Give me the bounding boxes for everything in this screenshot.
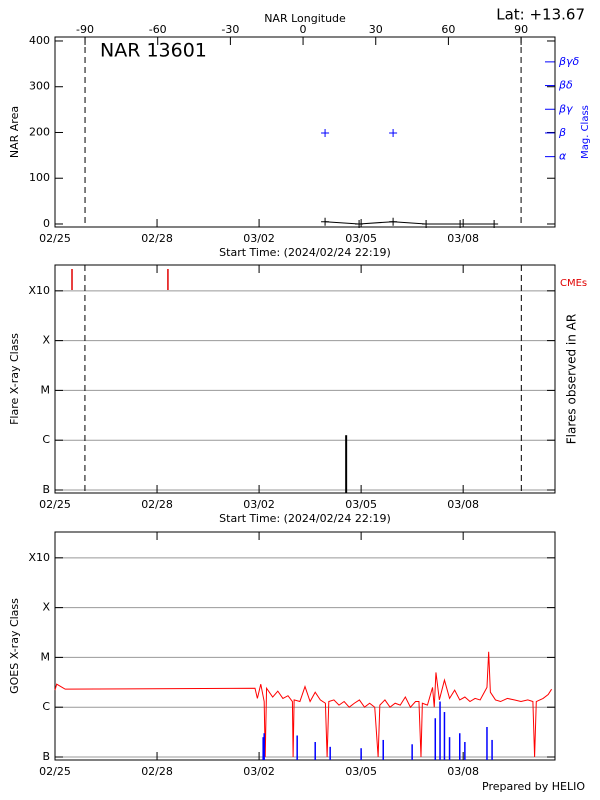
x2-tick-label: 30 [369,23,383,36]
y-tick-label: M [41,650,51,663]
point-marker [389,217,398,226]
x-tick-label: 03/02 [243,765,275,778]
x-tick-label: 03/02 [243,498,275,511]
y2-tick-label: β [558,126,566,139]
x-tick-label: 02/25 [39,498,71,511]
y2-tick-label: βγδ [558,55,580,68]
y-axis-label: GOES X-ray Class [8,598,21,694]
y-tick-label: C [42,433,50,446]
x-tick-label: 03/08 [447,498,479,511]
y-tick-label: 100 [29,171,50,184]
point-marker [321,128,330,137]
x-axis-label: Start Time: (2024/02/24 22:19) [219,512,391,525]
series-line [325,221,495,225]
y-tick-label: C [42,700,50,713]
x-tick-label: 03/08 [447,765,479,778]
y-tick-label: X [42,601,50,614]
x-tick-label: 03/05 [345,498,377,511]
x-axis-label: Start Time: (2024/02/24 22:19) [219,246,391,259]
y-tick-label: X [42,334,50,347]
latitude-label: Lat: +13.67 [496,6,585,24]
y-tick-label: X10 [28,551,50,564]
point-marker [355,219,364,228]
legend-entry: CMEs [560,278,587,289]
x-tick-label: 03/08 [447,232,479,245]
point-marker [456,219,465,228]
x-tick-label: 03/02 [243,232,275,245]
x-tick-label: 02/28 [141,232,173,245]
x-tick-label: 03/05 [345,765,377,778]
point-marker [422,219,431,228]
y-axis-label: Flare X-ray Class [8,333,21,425]
x2-tick-label: 90 [514,23,528,36]
point-marker [389,128,398,137]
x2-axis-label: NAR Longitude [264,12,346,25]
x-tick-label: 02/28 [141,765,173,778]
plot-frame [54,264,556,494]
y2-axis-label: Mag. Class [580,105,591,159]
y-tick-label: 400 [29,34,50,47]
y-tick-label: B [42,750,50,763]
y2-axis-label: Flares observed in AR [565,314,579,444]
x-tick-label: 03/05 [345,232,377,245]
plot-frame [54,36,556,228]
x2-tick-label: -60 [149,23,167,36]
footer: Prepared by HELIO [482,780,585,793]
region-label: NAR 13601 [100,40,207,62]
y2-tick-label: α [559,150,567,163]
y2-tick-label: βδ [558,79,573,92]
x2-tick-label: 60 [441,23,455,36]
y2-tick-label: βγ [558,102,573,115]
y-tick-label: 200 [29,125,50,138]
plot-frame [54,531,556,761]
y-tick-label: X10 [28,284,50,297]
y-tick-label: 300 [29,80,50,93]
x2-tick-label: -30 [221,23,239,36]
y-tick-label: M [41,383,51,396]
x2-tick-label: -90 [76,23,94,36]
y-axis-label: NAR Area [8,106,21,158]
point-marker [490,219,499,228]
point-marker [321,217,330,226]
x-tick-label: 02/25 [39,232,71,245]
y-tick-label: 0 [43,217,50,230]
y-tick-label: B [42,483,50,496]
x2-tick-label: 0 [300,23,307,36]
x-tick-label: 02/25 [39,765,71,778]
x-tick-label: 02/28 [141,498,173,511]
series-line [54,651,553,758]
